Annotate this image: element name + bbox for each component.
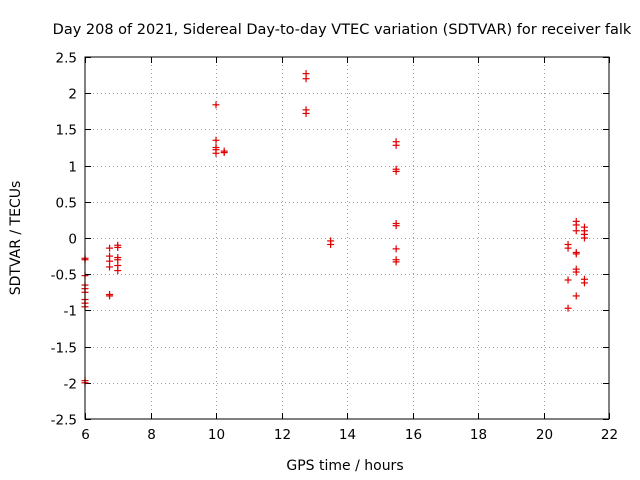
data-point	[302, 109, 310, 117]
data-point	[572, 250, 580, 258]
y-tick-label: 2.5	[56, 51, 77, 67]
data-point	[564, 304, 572, 312]
data-point	[106, 263, 114, 271]
x-tick-label: 16	[405, 427, 422, 443]
data-point	[564, 276, 572, 284]
x-tick-label: 8	[147, 427, 156, 443]
data-point	[392, 141, 400, 149]
data-point	[302, 75, 310, 83]
data-point	[392, 167, 400, 175]
data-point	[392, 245, 400, 253]
tick-labels: 6 8 10 12 14 16 18 20 22 -2.5 -2 -1.5 -1 -0.5 0 0.5 1 1.5…	[51, 51, 618, 444]
y-tick-label: 1.5	[56, 123, 77, 139]
y-axis-label: SDTVAR / TECUs	[8, 181, 24, 296]
y-tick-label: 0	[68, 232, 77, 248]
data-point	[114, 243, 122, 251]
data-point	[580, 234, 588, 242]
data-point	[572, 227, 580, 235]
data-point	[572, 268, 580, 276]
data-point	[114, 267, 122, 275]
data-point	[327, 241, 335, 249]
data-point	[212, 149, 220, 157]
x-tick-label: 6	[81, 427, 90, 443]
y-tick-label: 2	[68, 87, 77, 103]
x-tick-label: 18	[470, 427, 487, 443]
x-tick-label: 22	[601, 427, 618, 443]
data-points	[81, 70, 588, 387]
data-point	[220, 149, 228, 157]
y-tick-label: -2.5	[51, 413, 77, 429]
x-tick-label: 20	[536, 427, 553, 443]
grid-lines	[85, 57, 609, 419]
data-point	[572, 292, 580, 300]
data-point	[106, 244, 114, 252]
y-tick-label: 0.5	[56, 196, 77, 212]
y-tick-label: -1.5	[51, 341, 77, 357]
y-tick-label: -2	[64, 377, 77, 393]
x-tick-label: 14	[339, 427, 356, 443]
x-tick-label: 10	[208, 427, 225, 443]
data-point	[212, 136, 220, 144]
y-tick-label: -0.5	[51, 268, 77, 284]
data-point	[392, 222, 400, 230]
data-point	[392, 258, 400, 266]
data-point	[564, 244, 572, 252]
data-point	[106, 292, 114, 300]
x-tick-label: 12	[274, 427, 291, 443]
chart-title: Day 208 of 2021, Sidereal Day-to-day VTE…	[53, 22, 632, 38]
data-point	[580, 279, 588, 287]
data-point	[212, 101, 220, 109]
y-tick-label: 1	[68, 160, 77, 176]
x-axis-label: GPS time / hours	[286, 458, 403, 474]
y-tick-label: -1	[64, 304, 77, 320]
plot-frame	[84, 56, 610, 420]
